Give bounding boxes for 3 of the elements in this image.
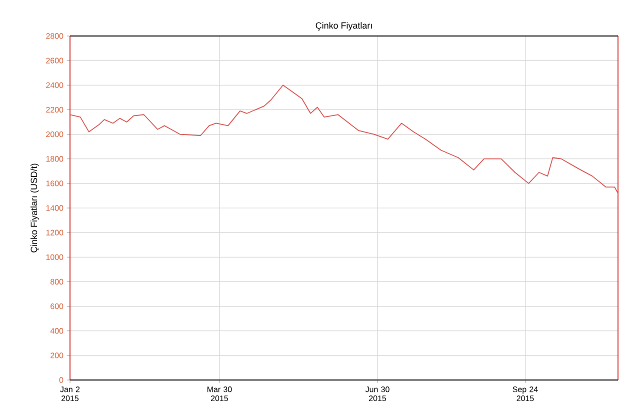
y-axis-title: Çinko Fiyatları (USD/t) bbox=[30, 164, 39, 252]
line-series bbox=[70, 84, 618, 194]
chart-title: Çinko Fiyatları bbox=[316, 22, 372, 31]
